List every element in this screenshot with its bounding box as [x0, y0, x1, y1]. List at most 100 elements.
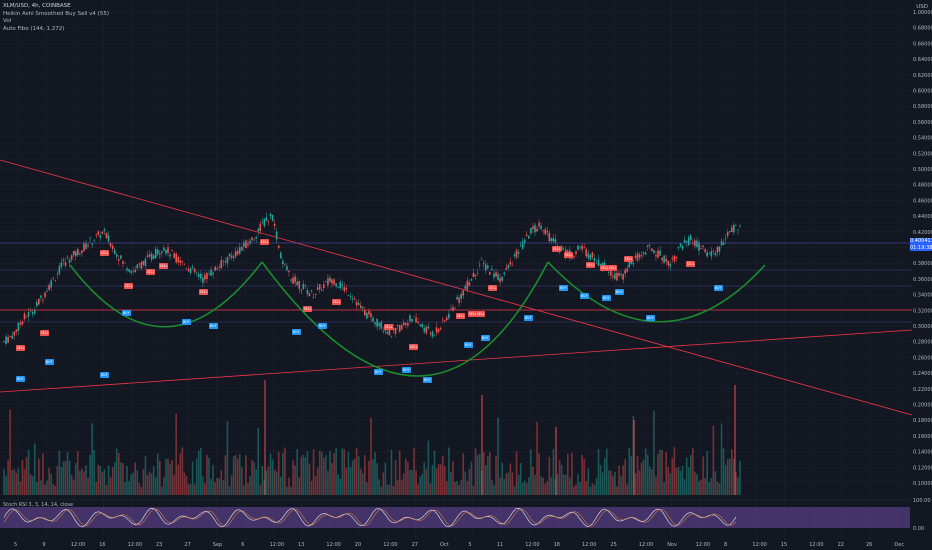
volume-bar [382, 472, 385, 495]
stoch-label[interactable]: Stoch RSI 3, 3, 14, 14, close [3, 502, 74, 508]
volume-bar [359, 468, 362, 495]
candle-body [376, 319, 378, 327]
volume-bar [118, 453, 120, 495]
volume-bar [15, 472, 18, 495]
candle-body [534, 224, 536, 233]
candle-body [651, 248, 653, 252]
volume-bar [327, 470, 329, 495]
buy-signal-label: BUY [647, 316, 654, 320]
candle-body [653, 249, 655, 254]
volume-bar [113, 462, 116, 495]
candle-body [99, 235, 102, 238]
volume-bar [517, 474, 520, 495]
candle-body [298, 280, 301, 289]
volume-bar [165, 458, 167, 495]
volume-bar [634, 473, 637, 495]
candle-body [353, 298, 356, 300]
candle-body [728, 231, 731, 233]
volume-bar [739, 460, 741, 495]
volume-bar [505, 473, 508, 495]
candle-body [140, 262, 143, 269]
sell-signal [624, 256, 633, 262]
candle-body [83, 243, 85, 251]
volume-bar [341, 448, 344, 495]
candle-body [689, 235, 692, 240]
candle-body [333, 279, 335, 285]
candle-body [136, 264, 139, 269]
candle-body [60, 262, 63, 268]
volume-bar [694, 471, 696, 495]
volume-bar [733, 458, 735, 495]
volume-bar [234, 455, 237, 495]
candle-body [175, 253, 178, 263]
volume-bar [25, 457, 28, 495]
buy-signal [209, 323, 218, 329]
candle-body [468, 282, 471, 286]
time-tick-label: 25 [610, 542, 616, 548]
candle-body [730, 227, 733, 232]
candle-body [573, 256, 575, 258]
volume-bar [735, 472, 737, 495]
candle-body [513, 254, 516, 257]
volume-bar [380, 486, 383, 495]
candle-body [247, 243, 249, 246]
candle-body [665, 258, 667, 262]
volume-bar [333, 453, 335, 495]
volume-bar [407, 461, 409, 495]
candle-body [425, 326, 428, 334]
sell-signal [586, 262, 595, 268]
volume-bar [710, 478, 713, 495]
price-tick-label: 0.480000 [913, 183, 932, 189]
buy-signal-label: BUY [17, 377, 24, 381]
candle-body [228, 253, 231, 257]
candle-body [657, 250, 659, 258]
legend-symbol[interactable]: XLM/USD, 4h, COINBASE [3, 3, 71, 9]
candle-body [718, 246, 721, 252]
candle-body [417, 321, 419, 324]
candle-body [77, 248, 79, 256]
candle-body [583, 247, 585, 248]
price-axis[interactable]: 1.000000 0.680000 0.660000 0.640000 0.620000… [913, 10, 932, 487]
volume-bar [581, 454, 583, 495]
volume-bar [560, 464, 563, 495]
candle-body [204, 274, 206, 280]
volume-bar [702, 456, 704, 495]
volume-bar [681, 465, 684, 495]
candle-body [87, 245, 89, 247]
buy-signal [714, 285, 723, 291]
candle-body [120, 255, 122, 259]
price-tick-label: 0.100000 [913, 481, 932, 487]
candle-body [113, 249, 116, 255]
volume-bar [44, 484, 46, 495]
candle-body [722, 242, 725, 246]
volume-bar [585, 481, 588, 495]
legend-indicator-heikin[interactable]: Heikin Ashi Smoothed Buy Sell v4 (55) [3, 10, 109, 17]
volume-bar [292, 460, 294, 495]
volume-bar [150, 473, 153, 495]
candle-body [634, 255, 637, 258]
candle-body [218, 266, 221, 268]
volume-bar [29, 474, 32, 495]
price-tick-label: 0.620000 [913, 73, 932, 79]
volume-bar [460, 479, 462, 495]
time-axis[interactable]: 5 9 12:00 16 12:00 23 27 Sep 6 12:00 13 12:00 20 12:0… [14, 542, 904, 548]
volume-bar [448, 447, 450, 495]
candle-body [536, 228, 538, 232]
volume-bar [197, 450, 200, 495]
candle-body [115, 254, 118, 257]
volume-bar [232, 456, 235, 495]
sell-signal-label: SELL [457, 314, 465, 318]
volume-bar [122, 463, 124, 495]
chart-grid [0, 0, 910, 540]
legend-indicator-fibo[interactable]: Auto Fibo (144, 1.272) [3, 25, 65, 32]
volume-bars [3, 380, 741, 495]
legend-indicator-vol[interactable]: Vol [3, 18, 12, 24]
candle-body [226, 257, 229, 264]
candle-body [501, 276, 503, 281]
volume-bar [724, 464, 727, 495]
candle-body [341, 284, 344, 286]
volume-bar [54, 485, 57, 495]
volume-bar [161, 486, 163, 495]
volume-bar [218, 478, 221, 495]
